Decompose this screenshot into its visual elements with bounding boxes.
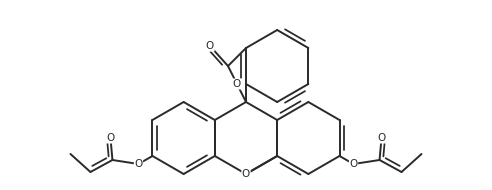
Text: O: O	[106, 133, 115, 143]
Text: O: O	[233, 79, 241, 89]
Text: O: O	[349, 159, 358, 169]
Text: O: O	[134, 159, 143, 169]
Text: O: O	[206, 41, 214, 51]
Text: O: O	[242, 169, 250, 179]
Text: O: O	[377, 133, 386, 143]
